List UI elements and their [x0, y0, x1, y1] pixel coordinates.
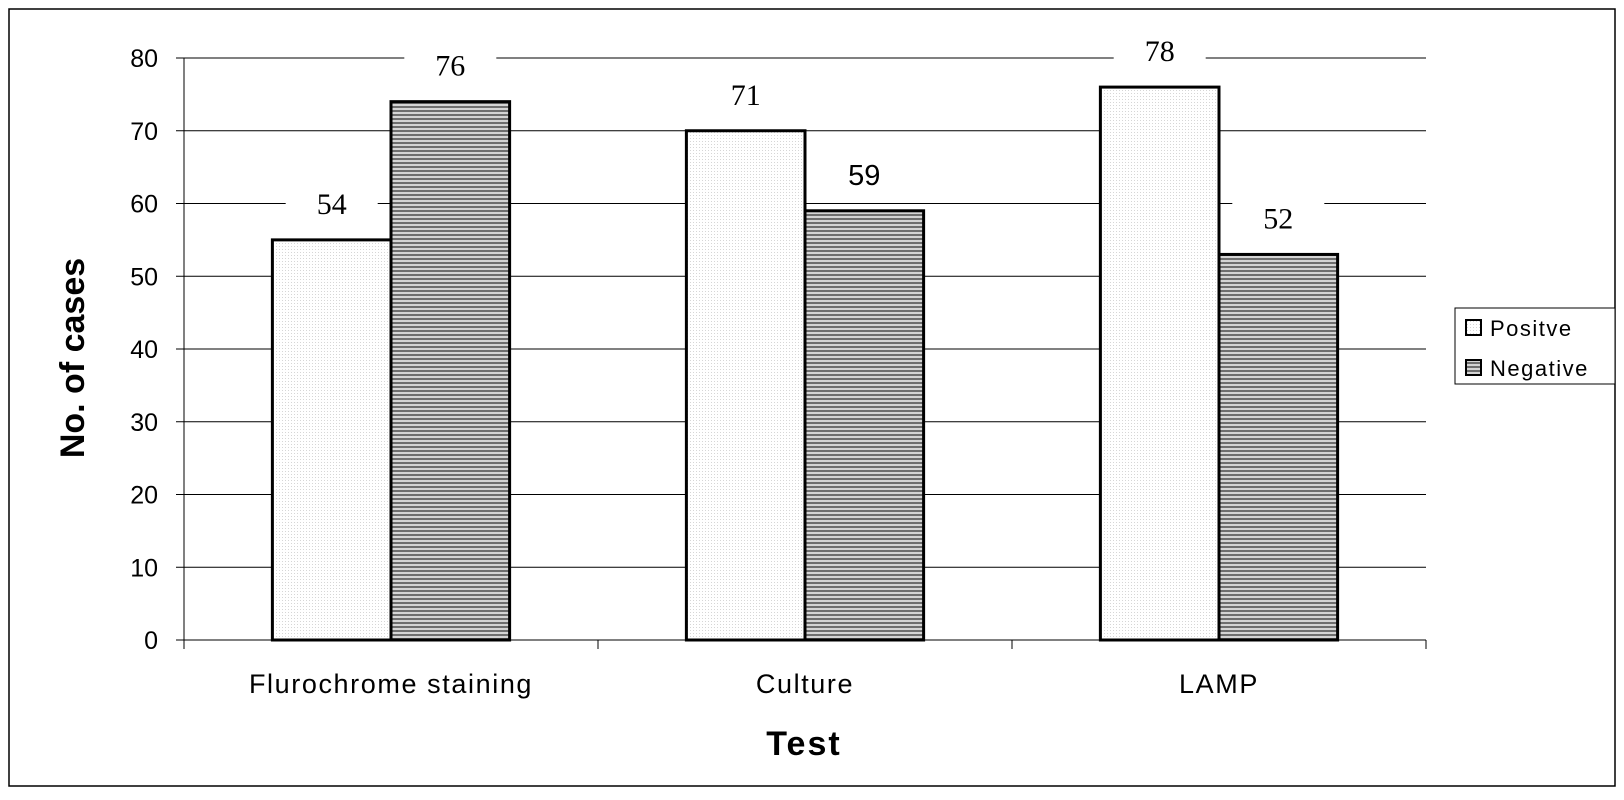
bar-positve-1: [684, 129, 807, 642]
y-tick-label: 20: [130, 482, 158, 510]
y-tick-label: 0: [144, 627, 158, 655]
data-label: 76: [435, 50, 465, 83]
bar-negative-1: [803, 209, 926, 642]
data-label: 59: [848, 160, 880, 192]
legend-swatch-positive: [1465, 319, 1482, 336]
data-label-bg: [818, 156, 911, 195]
y-tick-label: 80: [130, 45, 158, 73]
data-label: 54: [317, 188, 347, 221]
data-label: 78: [1145, 35, 1175, 68]
bar-negative-0: [389, 100, 512, 642]
y-axis-label: No. of cases: [54, 258, 92, 458]
data-label-bg: [1232, 200, 1325, 239]
data-label-bg: [699, 76, 792, 115]
y-tick-label: 10: [130, 554, 158, 582]
x-axis-label: Test: [766, 725, 841, 763]
y-tick-label: 60: [130, 191, 158, 219]
y-tick-label: 30: [130, 409, 158, 437]
y-tick-label: 50: [130, 263, 158, 291]
x-tick-label: Flurochrome staining: [249, 669, 533, 699]
data-label: 52: [1263, 202, 1293, 235]
bar-negative-2: [1217, 252, 1340, 642]
legend-swatch-negative: [1465, 359, 1482, 376]
legend-label-negative: Negative: [1490, 356, 1589, 381]
bar-positve-2: [1098, 85, 1221, 642]
data-label-bg: [404, 47, 497, 86]
data-label: 71: [731, 79, 761, 112]
y-tick-label: 70: [130, 118, 158, 146]
data-label-bg: [1113, 33, 1206, 72]
bar-positve-0: [270, 238, 393, 642]
y-tick-label: 40: [130, 336, 158, 364]
legend-label-positive: Positve: [1490, 316, 1573, 341]
x-tick-label: LAMP: [1179, 669, 1259, 699]
x-tick-label: Culture: [756, 669, 854, 699]
legend: Positve Negative: [1454, 307, 1616, 385]
data-label-bg: [285, 185, 378, 224]
